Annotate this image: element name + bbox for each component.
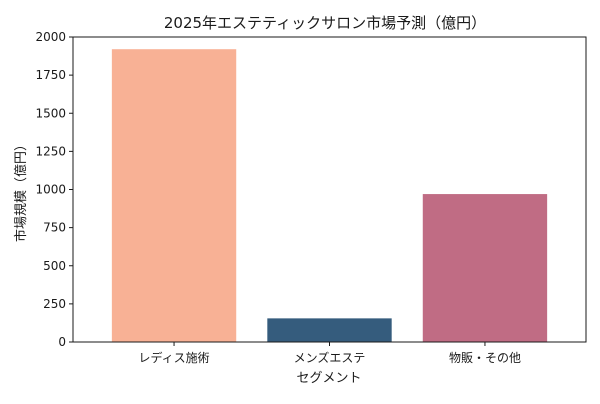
y-tick-label-3: 500 [43,259,66,273]
chart-title: 2025年エステティックサロン市場予測（億円） [164,14,486,32]
x-tick-label-2: メンズエステ [294,350,366,365]
x-axis-label: セグメント [296,371,361,386]
y-axis: 0 250 500 750 1000 1250 1500 1750 2000 [35,30,73,349]
bars-layer [111,49,548,342]
x-tick-label-3: 物販・その他 [449,351,521,365]
x-tick-label-1: レディス施術 [138,350,209,365]
y-tick-label-2: 250 [43,297,66,311]
y-tick-label-8: 1750 [35,68,66,82]
y-tick-label-6: 1250 [35,144,66,158]
y-tick-label-7: 1500 [35,106,66,120]
bar-1 [111,49,237,342]
y-tick-label-9: 2000 [35,30,66,44]
y-tick-label-5: 1000 [35,183,66,197]
x-axis: レディス施術 メンズエステ 物販・その他 [138,342,521,365]
y-tick-label-4: 750 [43,221,66,235]
plot-frame [72,36,587,343]
y-axis-label: 市場規模（億円） [13,138,29,242]
y-tick-label-1: 0 [58,335,66,349]
bar-2 [267,318,392,342]
bar-3 [422,194,548,342]
